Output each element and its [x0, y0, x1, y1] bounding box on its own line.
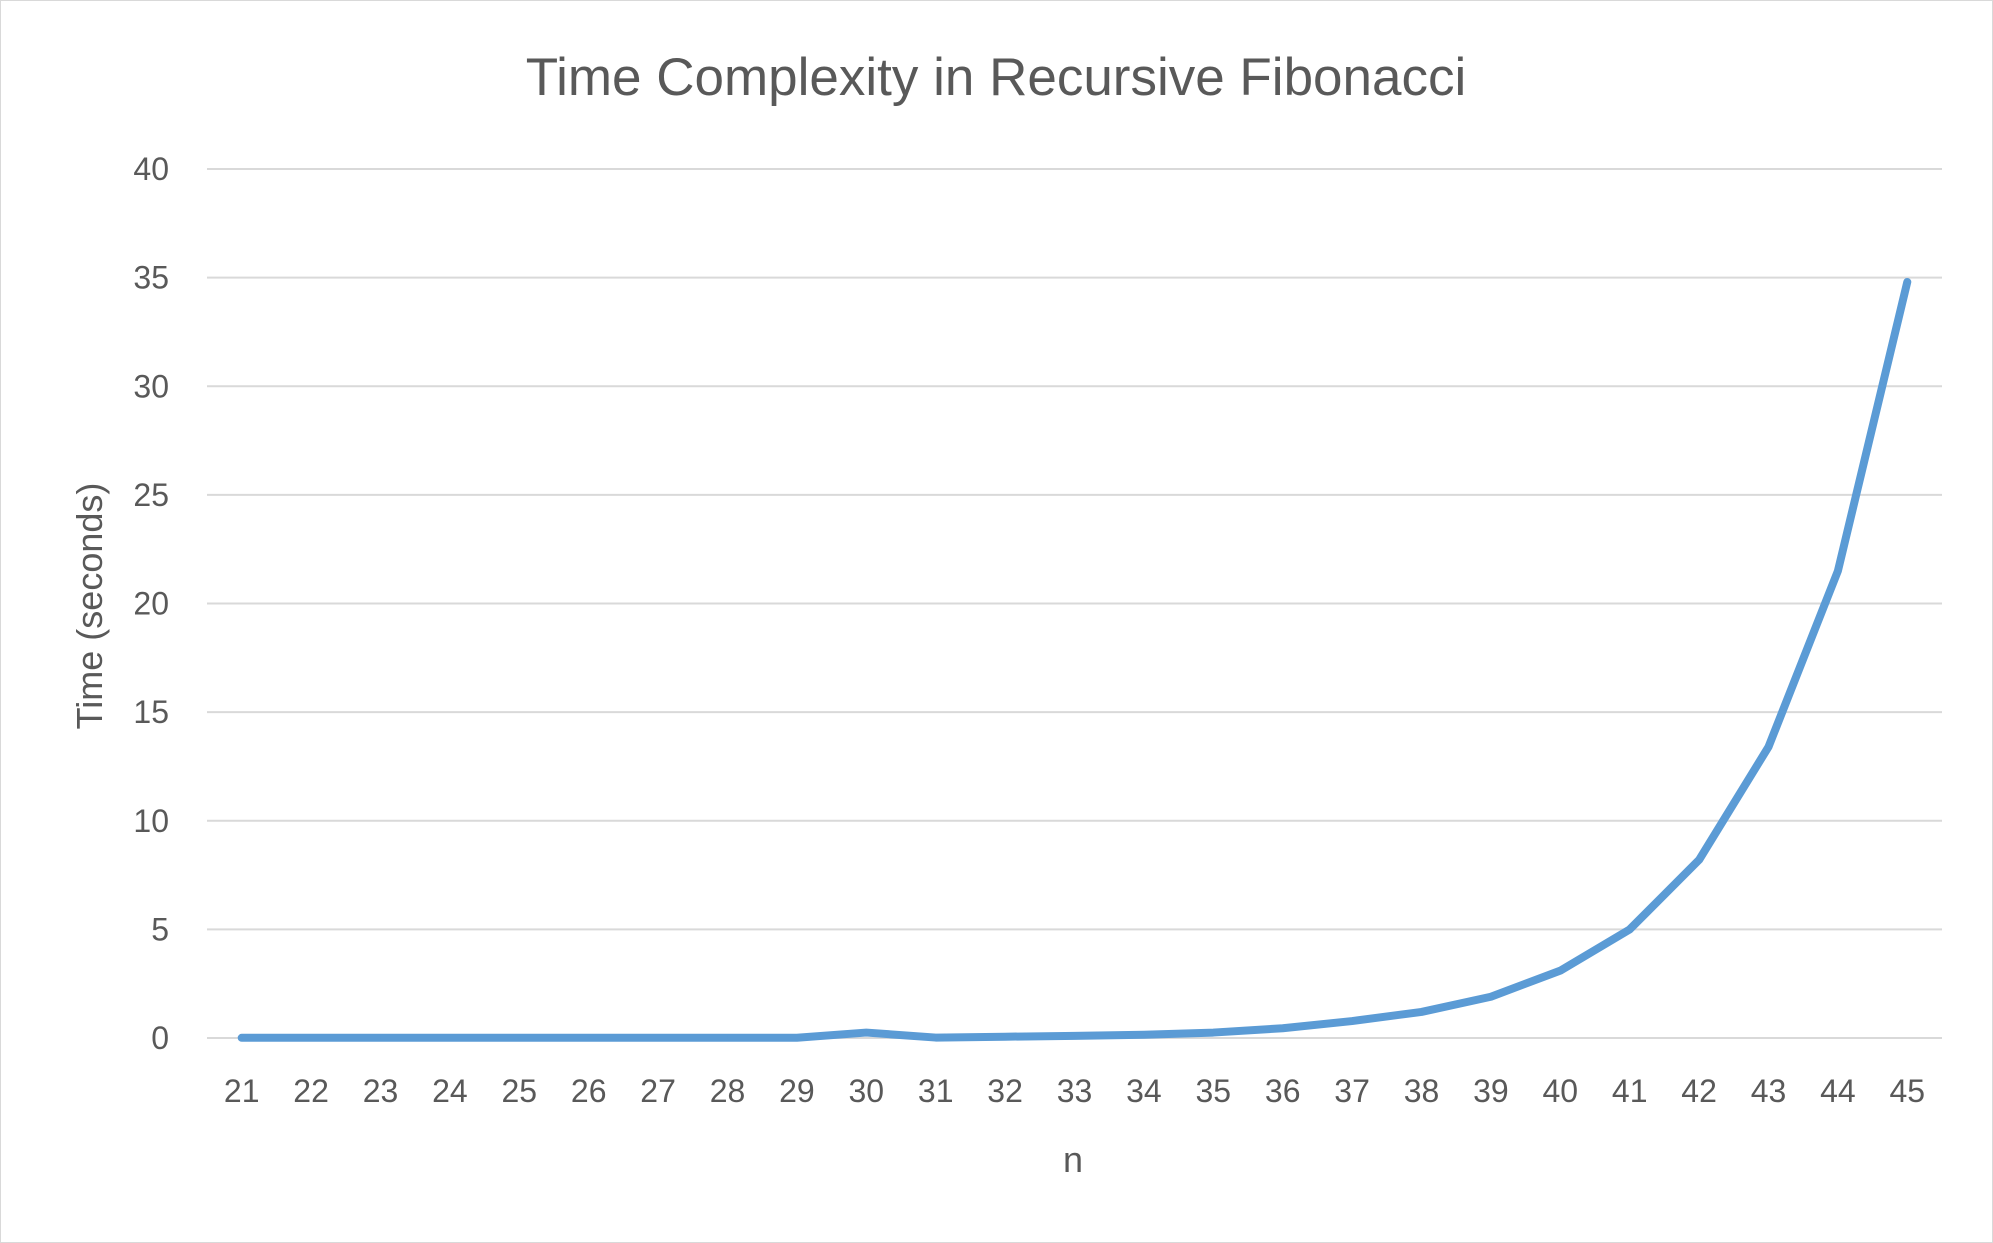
x-tick-label: 35	[1196, 1073, 1232, 1109]
data-point	[657, 1036, 660, 1039]
x-tick-label: 44	[1820, 1073, 1856, 1109]
y-tick-label: 30	[133, 368, 169, 404]
data-point	[1212, 1031, 1215, 1034]
data-point	[1698, 858, 1701, 861]
data-point	[1351, 1020, 1354, 1023]
x-tick-label: 25	[502, 1073, 538, 1109]
data-point	[1628, 928, 1631, 931]
x-tick-label: 37	[1334, 1073, 1370, 1109]
y-tick-label: 5	[151, 911, 169, 947]
x-tick-label: 22	[293, 1073, 329, 1109]
data-point	[1420, 1010, 1423, 1013]
y-tick-label: 25	[133, 477, 169, 513]
y-tick-label: 15	[133, 694, 169, 730]
x-tick-label: 33	[1057, 1073, 1093, 1109]
data-point	[310, 1036, 313, 1039]
data-point	[934, 1036, 937, 1039]
x-tick-label: 31	[918, 1073, 954, 1109]
x-tick-label: 23	[363, 1073, 399, 1109]
data-point	[1142, 1033, 1145, 1036]
x-tick-label: 41	[1612, 1073, 1648, 1109]
data-point	[587, 1036, 590, 1039]
data-point	[1489, 995, 1492, 998]
data-point	[1767, 745, 1770, 748]
data-point	[865, 1031, 868, 1034]
y-axis-ticks: 0 5 10 15 20 25 30 35 40	[133, 151, 169, 1056]
x-tick-label: 28	[710, 1073, 746, 1109]
x-tick-label: 30	[849, 1073, 885, 1109]
chart-title: Time Complexity in Recursive Fibonacci	[526, 48, 1467, 107]
data-point	[726, 1036, 729, 1039]
x-axis-ticks: 21 22 23 24 25 26 27 28 29 30 31 32 33 34 35 36 37 38 39 40…	[224, 1073, 1925, 1109]
x-tick-label: 34	[1126, 1073, 1162, 1109]
x-tick-label: 36	[1265, 1073, 1301, 1109]
gridlines	[207, 168, 1942, 1039]
x-tick-label: 26	[571, 1073, 607, 1109]
y-tick-label: 40	[133, 151, 169, 187]
data-point	[240, 1036, 243, 1039]
x-tick-label: 32	[987, 1073, 1023, 1109]
x-tick-label: 40	[1543, 1073, 1579, 1109]
data-point	[1281, 1027, 1284, 1030]
x-tick-label: 45	[1890, 1073, 1926, 1109]
data-point	[518, 1036, 521, 1039]
x-tick-label: 29	[779, 1073, 815, 1109]
x-axis-title: n	[1063, 1139, 1083, 1180]
x-tick-label: 24	[432, 1073, 468, 1109]
data-point	[448, 1036, 451, 1039]
x-tick-label: 21	[224, 1073, 260, 1109]
data-point	[1836, 569, 1839, 572]
x-tick-label: 38	[1404, 1073, 1440, 1109]
y-tick-label: 10	[133, 803, 169, 839]
data-point	[1004, 1035, 1007, 1038]
y-tick-label: 0	[151, 1020, 169, 1056]
y-tick-label: 20	[133, 586, 169, 622]
data-point	[795, 1036, 798, 1039]
data-point	[379, 1036, 382, 1039]
series-layer	[237, 277, 1912, 1042]
y-axis-title: Time (seconds)	[69, 483, 110, 730]
series-line	[237, 277, 1912, 1042]
x-tick-label: 39	[1473, 1073, 1509, 1109]
data-point	[1073, 1034, 1076, 1037]
data-point	[1559, 969, 1562, 972]
x-tick-label: 27	[640, 1073, 676, 1109]
x-tick-label: 43	[1751, 1073, 1787, 1109]
data-point	[1906, 280, 1909, 283]
x-tick-label: 42	[1681, 1073, 1717, 1109]
y-tick-label: 35	[133, 260, 169, 296]
